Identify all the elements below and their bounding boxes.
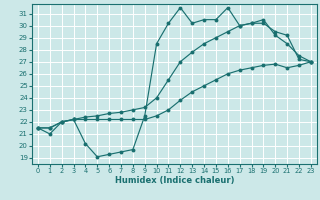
X-axis label: Humidex (Indice chaleur): Humidex (Indice chaleur) xyxy=(115,176,234,185)
